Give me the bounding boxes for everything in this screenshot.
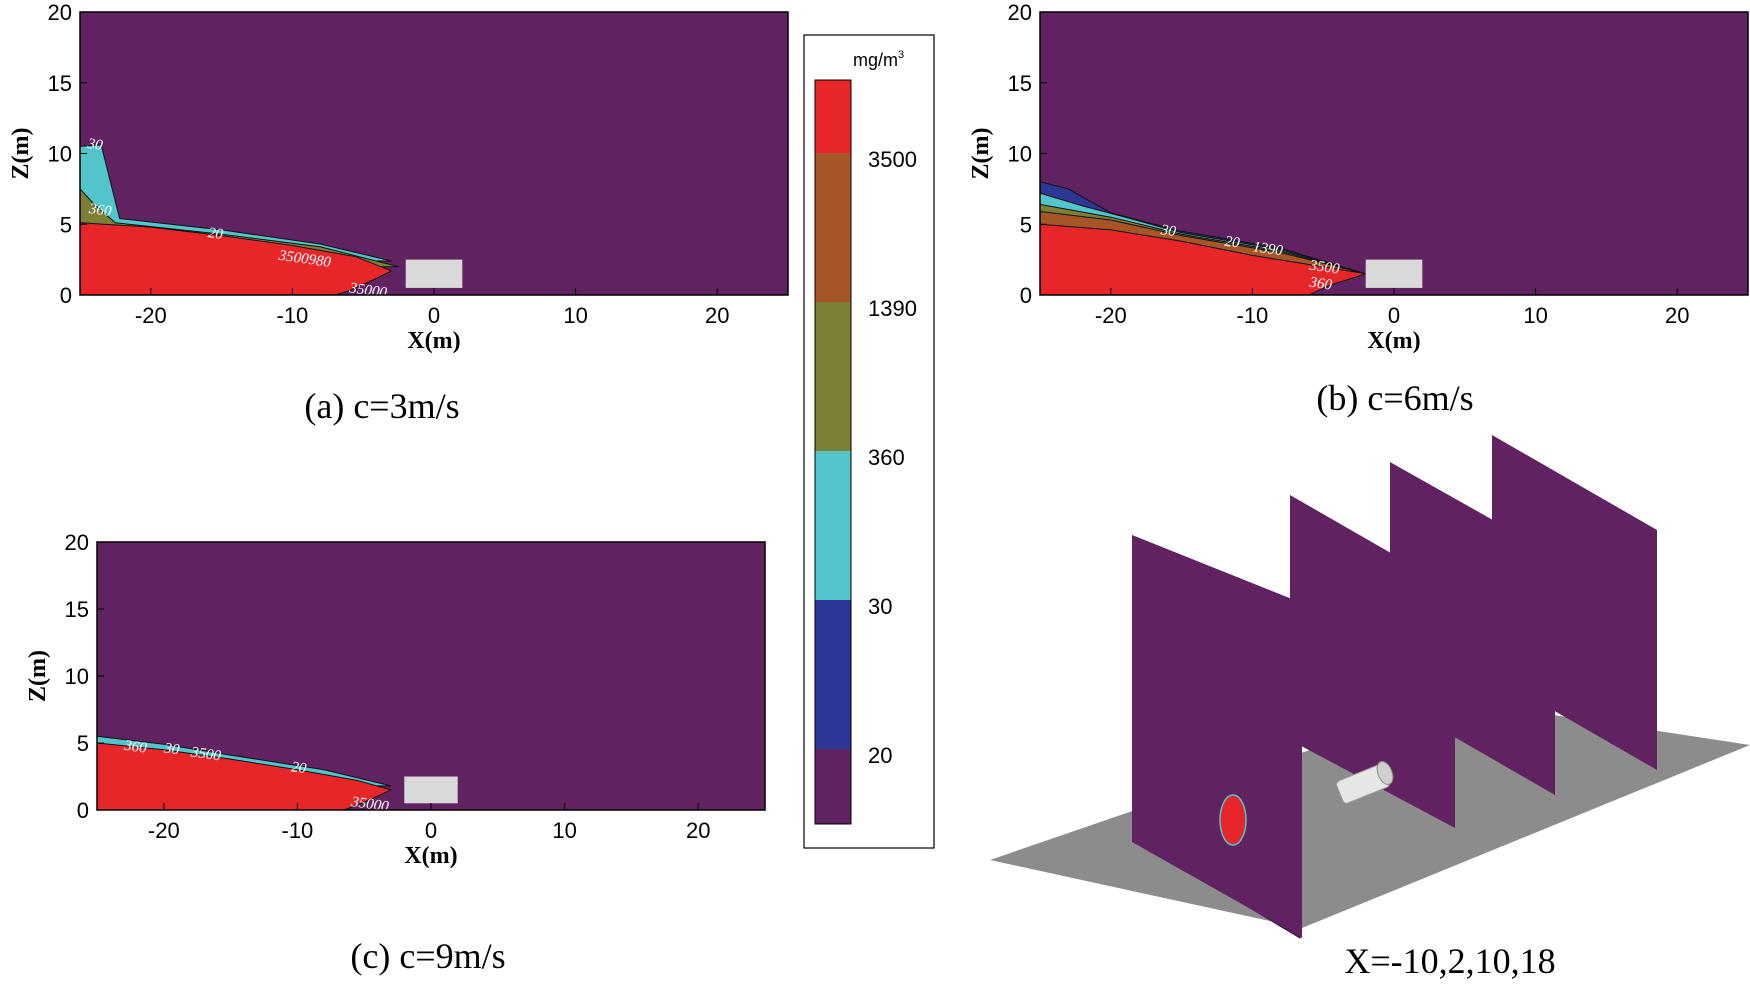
x-axis-label: X(m) bbox=[1367, 328, 1420, 354]
contour-label: 30 bbox=[162, 740, 181, 758]
ground-plane bbox=[990, 700, 1750, 928]
obstacle bbox=[405, 259, 463, 288]
y-axis-label: Z(m) bbox=[8, 128, 34, 180]
y-tick-label: 10 bbox=[48, 142, 72, 167]
obstacle bbox=[1365, 259, 1423, 288]
y-tick-label: 20 bbox=[48, 0, 72, 25]
y-axis-label: Z(m) bbox=[25, 650, 51, 702]
y-tick-label: 0 bbox=[1020, 283, 1032, 308]
colorbar-tick-30: 30 bbox=[868, 594, 892, 619]
x-tick-label: -10 bbox=[277, 303, 309, 328]
y-tick-label: 10 bbox=[65, 664, 89, 689]
x-tick-label: -20 bbox=[135, 303, 167, 328]
colorbar-tick-3500: 3500 bbox=[868, 147, 917, 172]
x-tick-label: -20 bbox=[148, 818, 180, 843]
colorbar-swatch-1390 bbox=[815, 153, 851, 302]
y-tick-label: 20 bbox=[1008, 0, 1032, 25]
colorbar-swatch-3500-top bbox=[815, 80, 851, 153]
y-tick-label: 0 bbox=[77, 798, 89, 823]
x-axis-label: X(m) bbox=[404, 843, 457, 869]
slice-plane-x-neg10 bbox=[1132, 535, 1302, 938]
contour-label: 3500980 bbox=[277, 248, 333, 271]
x-tick-label: 0 bbox=[428, 303, 440, 328]
x-tick-label: -20 bbox=[1095, 303, 1127, 328]
colorbar-outline bbox=[814, 79, 852, 825]
contour-label: 20 bbox=[290, 759, 308, 777]
y-tick-label: 10 bbox=[1008, 142, 1032, 167]
colorbar-tick-20: 20 bbox=[868, 743, 892, 768]
contour-panel-a: 30 360 20 3500980 35000 -20 -10 0 10 20 0 5 10 15 20 X(… bbox=[8, 0, 789, 354]
x-tick-label: 10 bbox=[563, 303, 587, 328]
slice-concentration-spot bbox=[1219, 794, 1247, 846]
y-tick-label: 5 bbox=[77, 731, 89, 756]
colorbar-swatch-30 bbox=[815, 451, 851, 600]
caption-b: (b) c=6m/s bbox=[1316, 378, 1473, 418]
contour-label: 360 bbox=[122, 738, 148, 757]
x-tick-label: 20 bbox=[705, 303, 729, 328]
contour-label: 30 bbox=[86, 136, 105, 154]
contour-label: 1390 bbox=[1252, 239, 1284, 259]
colorbar-unit: mg/m3 bbox=[853, 49, 904, 70]
contour-label: 20 bbox=[1224, 234, 1242, 252]
colorbar-tick-1390: 1390 bbox=[868, 296, 917, 321]
y-tick-label: 5 bbox=[1020, 212, 1032, 237]
colorbar-swatch-20 bbox=[815, 600, 851, 749]
colorbar: mg/m3 3500 1390 360 30 20 bbox=[803, 34, 935, 849]
y-tick-label: 0 bbox=[60, 283, 72, 308]
y-tick-label: 15 bbox=[1008, 71, 1032, 96]
x-tick-label: 20 bbox=[686, 818, 710, 843]
contour-label: 35000 bbox=[347, 280, 388, 301]
x-tick-label: -10 bbox=[282, 818, 314, 843]
y-tick-label: 20 bbox=[65, 530, 89, 555]
caption-a: (a) c=3m/s bbox=[304, 386, 459, 426]
contour-label: 3500 bbox=[1307, 258, 1340, 278]
x-axis-label: X(m) bbox=[407, 328, 460, 354]
colorbar-tick-360: 360 bbox=[868, 445, 905, 470]
x-tick-label: 20 bbox=[1665, 303, 1689, 328]
slice-3d-view: X=-10,2,10,18 bbox=[990, 435, 1750, 981]
contour-label: 30 bbox=[1159, 222, 1178, 240]
x-tick-label: 0 bbox=[425, 818, 437, 843]
contour-label: 360 bbox=[1307, 274, 1333, 293]
y-tick-label: 15 bbox=[65, 597, 89, 622]
pipe-obstacle bbox=[1336, 761, 1394, 804]
caption-c: (c) c=9m/s bbox=[350, 936, 505, 976]
contour-label: 3500 bbox=[189, 744, 222, 764]
x-tick-label: 10 bbox=[552, 818, 576, 843]
y-tick-label: 5 bbox=[60, 212, 72, 237]
x-tick-label: -10 bbox=[1237, 303, 1269, 328]
colorbar-swatch-background bbox=[815, 749, 851, 824]
contour-label: 360 bbox=[87, 201, 113, 220]
contour-label: 20 bbox=[207, 225, 225, 243]
caption-d: X=-10,2,10,18 bbox=[1344, 941, 1555, 981]
colorbar-swatch-360 bbox=[815, 302, 851, 451]
obstacle bbox=[404, 776, 458, 804]
y-tick-label: 15 bbox=[48, 71, 72, 96]
x-tick-label: 0 bbox=[1388, 303, 1400, 328]
slice-plane-x-18 bbox=[1492, 435, 1657, 770]
x-tick-label: 10 bbox=[1523, 303, 1547, 328]
y-axis-label: Z(m) bbox=[968, 128, 994, 180]
